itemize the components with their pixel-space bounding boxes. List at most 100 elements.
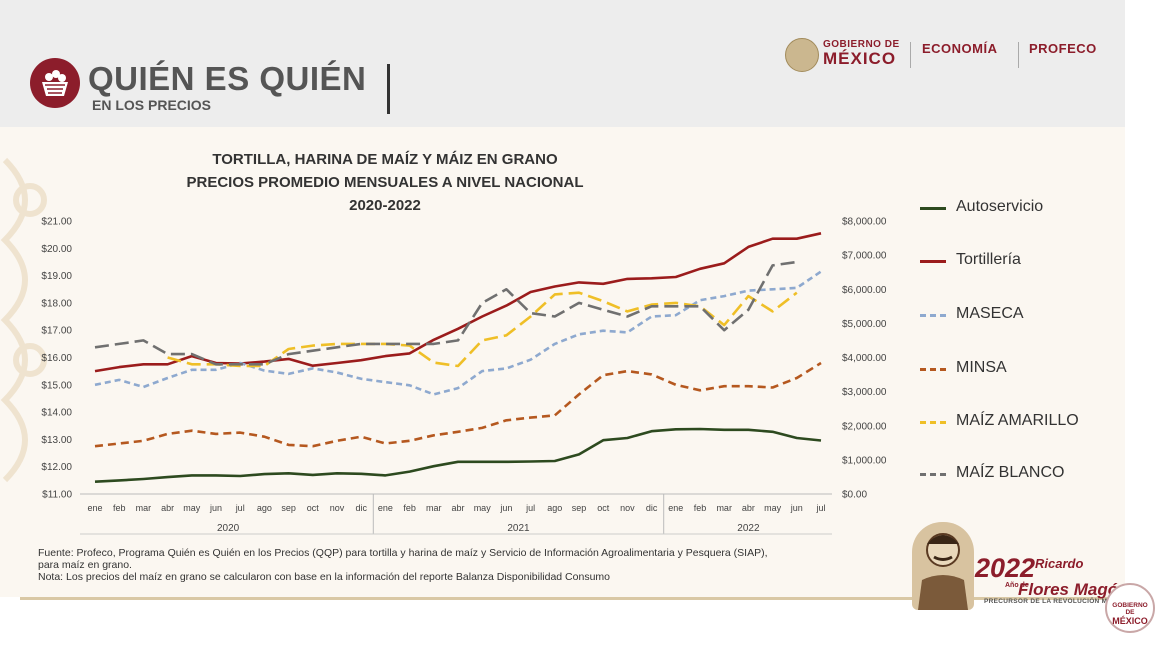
year-label: 2022 [737, 523, 760, 534]
x-tick-label: ene [87, 503, 102, 513]
series-line [94, 361, 822, 448]
x-tick-label: ago [547, 503, 562, 513]
series-line [167, 291, 798, 368]
portrait-illustration-icon [912, 522, 974, 610]
gov-name: GOBIERNO DE [823, 39, 900, 50]
legend-label: Tortillería [956, 251, 1021, 268]
source-line: Fuente: Profeco, Programa Quién es Quién… [38, 547, 768, 559]
x-tick-label: ene [668, 503, 683, 513]
y-left-tick-label: $20.00 [41, 244, 72, 255]
badge-line: MÉXICO [1112, 616, 1148, 626]
honoree-last: Flores Magón [1018, 580, 1129, 599]
x-tick-label: dic [646, 503, 658, 513]
brand-subtitle: EN LOS PRECIOS [92, 97, 212, 113]
x-tick-label: jun [209, 503, 222, 513]
x-tick-label: ene [378, 503, 393, 513]
series-line [94, 232, 822, 373]
legend-item: MINSA [920, 357, 1120, 381]
y-left-tick-label: $15.00 [41, 380, 72, 391]
x-tick-label: abr [161, 503, 174, 513]
y-right-tick-label: $1,000.00 [842, 455, 887, 466]
year-prefix: Año de [1005, 582, 1029, 589]
mexico-badge-icon: GOBIERNO DE MÉXICO [1105, 583, 1155, 633]
legend-item: Tortillería [920, 249, 1120, 273]
x-tick-label: may [474, 503, 492, 513]
x-tick-label: sep [281, 503, 296, 513]
honoree-caption: PRECURSOR DE LA REVOLUCIÓN MEXICANA [984, 598, 1139, 605]
ministry-name: ECONOMÍA [922, 41, 998, 56]
legend-swatch [920, 473, 946, 476]
badge-line: GOBIERNO DE [1112, 602, 1148, 616]
legend-label: MAÍZ AMARILLO [956, 412, 1079, 429]
y-right-tick-label: $4,000.00 [842, 353, 887, 364]
x-tick-label: abr [742, 503, 755, 513]
chart-title-line: 2020-2022 [349, 197, 421, 214]
x-tick-label: mar [426, 503, 442, 513]
legend-item: MAÍZ AMARILLO [920, 410, 1120, 434]
y-left-tick-label: $13.00 [41, 435, 72, 446]
year-mark: 2022 [975, 553, 1036, 583]
x-tick-label: jul [815, 503, 825, 513]
y-left-tick-label: $11.00 [42, 490, 72, 501]
chart-title-line: PRECIOS PROMEDIO MENSUALES A NIVEL NACIO… [186, 174, 584, 191]
y-left-tick-label: $14.00 [41, 408, 72, 419]
legend-label: MASECA [956, 305, 1024, 322]
header-separator [910, 42, 911, 68]
legend-swatch [920, 368, 946, 371]
y-right-tick-label: $0.00 [842, 490, 867, 501]
brand-divider [387, 64, 390, 114]
y-left-tick-label: $18.00 [41, 298, 72, 309]
legend-swatch [920, 421, 946, 424]
y-left-tick-label: $19.00 [41, 271, 72, 282]
series-line [94, 260, 797, 366]
y-right-tick-label: $3,000.00 [842, 387, 887, 398]
honoree-name: Ricardo [1035, 556, 1083, 571]
x-tick-label: feb [113, 503, 126, 513]
x-tick-label: may [764, 503, 782, 513]
x-tick-label: jul [525, 503, 535, 513]
legend-swatch [920, 207, 946, 210]
header-separator [1018, 42, 1019, 68]
legend-item: MAÍZ BLANCO [920, 462, 1120, 486]
x-tick-label: ago [257, 503, 272, 513]
y-right-tick-label: $8,000.00 [842, 217, 887, 228]
x-tick-label: mar [136, 503, 152, 513]
legend-label: MINSA [956, 359, 1007, 376]
x-tick-label: dic [355, 503, 367, 513]
y-right-tick-label: $2,000.00 [842, 421, 887, 432]
honoree-first: Ricardo [1035, 556, 1084, 571]
x-tick-label: oct [597, 503, 610, 513]
series-line [94, 427, 822, 483]
x-tick-label: feb [403, 503, 416, 513]
x-tick-label: mar [716, 503, 732, 513]
x-tick-label: may [183, 503, 201, 513]
year-label: 2021 [507, 523, 530, 534]
x-tick-label: feb [694, 503, 707, 513]
series-line [94, 270, 822, 396]
x-tick-label: jun [499, 503, 512, 513]
ornament-left-icon [0, 157, 47, 483]
y-left-tick-label: $21.00 [41, 217, 72, 228]
x-tick-label: abr [451, 503, 464, 513]
chart-title-line: TORTILLA, HARINA DE MAÍZ Y MÁIZ EN GRANO [212, 151, 558, 168]
y-right-tick-label: $6,000.00 [842, 285, 887, 296]
legend-label: MAÍZ BLANCO [956, 464, 1065, 481]
x-tick-label: oct [307, 503, 320, 513]
agency-name: PROFECO [1029, 41, 1097, 56]
x-tick-label: nov [330, 503, 345, 513]
legend-swatch [920, 314, 946, 317]
note-line: Nota: Los precios del maíz en grano se c… [38, 571, 610, 583]
chart-title: TORTILLA, HARINA DE MAÍZ Y MÁIZ EN GRANO… [120, 148, 650, 217]
y-right-tick-label: $7,000.00 [842, 251, 887, 262]
national-seal-icon [785, 38, 819, 72]
x-tick-label: jun [790, 503, 803, 513]
x-tick-label: sep [572, 503, 587, 513]
gov-country: MÉXICO [823, 49, 897, 68]
x-tick-label: nov [620, 503, 635, 513]
legend-item: Autoservicio [920, 196, 1120, 220]
source-note: Fuente: Profeco, Programa Quién es Quién… [38, 547, 868, 583]
legend-label: Autoservicio [956, 198, 1044, 215]
footer-divider [20, 597, 1110, 600]
x-tick-label: jul [235, 503, 245, 513]
